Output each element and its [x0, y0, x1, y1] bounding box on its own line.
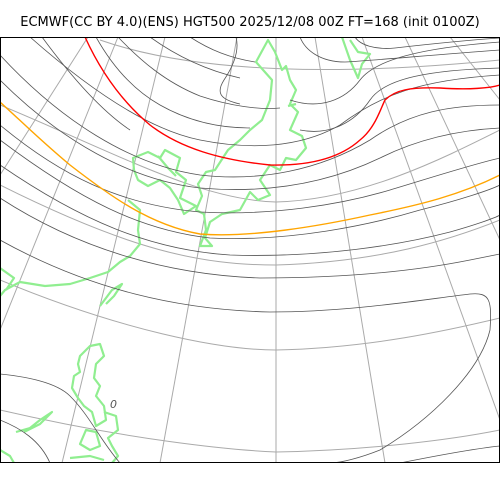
parallel-line — [0, 104, 500, 203]
contour-line — [299, 37, 500, 63]
contour-line — [117, 37, 281, 109]
contour-line — [0, 239, 491, 463]
contour-line — [219, 37, 241, 105]
coastline — [194, 38, 308, 248]
highlight-contour-orange — [0, 101, 500, 236]
coastline — [0, 267, 16, 291]
highlight-contour-red — [84, 37, 500, 166]
height-contours — [0, 37, 500, 463]
contour-line — [399, 445, 500, 463]
contour-line — [29, 37, 500, 147]
meridian-line — [0, 37, 119, 331]
map-title: ECMWF(CC BY 4.0)(ENS) HGT500 2025/12/08 … — [20, 15, 480, 30]
contour-line — [0, 124, 500, 214]
contour-line — [41, 37, 131, 131]
contour-line — [0, 54, 500, 178]
meridian-line — [0, 37, 89, 176]
coastline — [15, 410, 54, 434]
parallel-line — [0, 279, 500, 351]
contour-line — [0, 79, 500, 190]
map-frame — [0, 37, 500, 463]
coastline — [99, 282, 124, 307]
coastlines — [0, 37, 372, 463]
contour-label: 0 — [110, 398, 117, 411]
coastline — [70, 342, 108, 428]
coastline — [69, 454, 105, 462]
meridian-line — [449, 37, 500, 101]
coastline — [78, 428, 102, 452]
parallel-line — [0, 184, 500, 266]
contour-line — [354, 37, 500, 49]
meridian-line — [404, 37, 500, 241]
meridian-line — [361, 37, 500, 421]
meridian-line — [159, 37, 238, 463]
contour-line — [149, 37, 241, 79]
contour-line — [0, 419, 51, 463]
contour-line — [0, 197, 500, 279]
coastline — [131, 148, 198, 216]
coastline — [340, 37, 372, 80]
contour-line — [0, 164, 500, 256]
contour-line — [0, 373, 121, 463]
coastline — [287, 102, 297, 108]
meridian-line — [61, 37, 166, 463]
coastline — [103, 410, 120, 463]
coastline — [0, 199, 142, 297]
contour-line — [95, 37, 251, 129]
graticule — [0, 37, 500, 463]
parallel-line — [0, 409, 500, 453]
contour-line — [289, 41, 500, 105]
coastline — [0, 449, 15, 463]
contour-line — [189, 37, 256, 63]
contour-line — [0, 139, 500, 239]
contour-line — [299, 67, 500, 132]
